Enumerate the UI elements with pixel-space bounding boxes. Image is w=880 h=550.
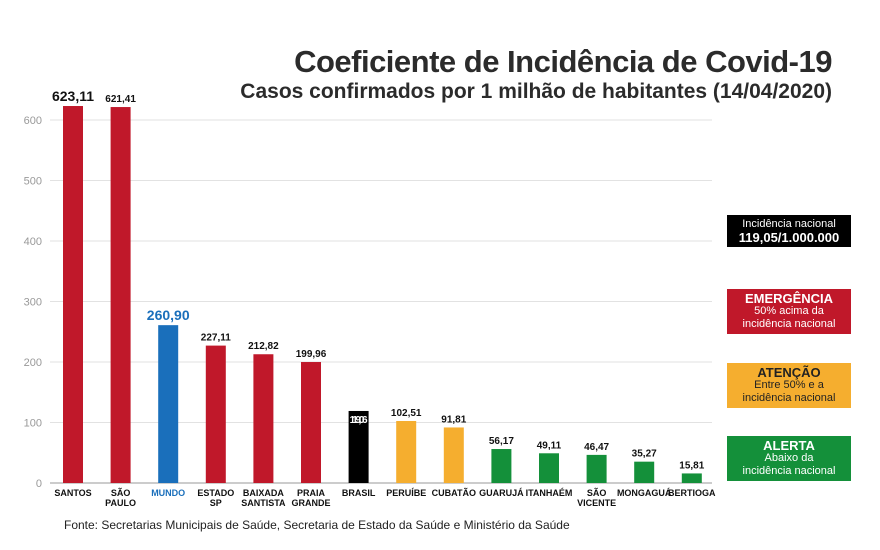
bar [681,473,702,483]
chart-subtitle: Casos confirmados por 1 milhão de habita… [240,80,832,103]
legend-attention: ATENÇÃO Entre 50% e a incidência naciona… [727,363,851,408]
bar [348,410,369,483]
x-tick-label: VICENTE [577,498,616,508]
y-tick-label: 500 [24,176,42,188]
bar [396,420,417,483]
bar [253,354,274,483]
x-tick-label: CUBATÃO [432,488,476,498]
chart-title: Coeficiente de Incidência de Covid-19 [294,44,832,79]
legend-alert-line1: Abaixo da [764,452,814,464]
y-tick-label: 0 [36,478,42,490]
data-label: 621,41 [105,94,136,105]
data-label: 260,90 [147,307,190,323]
y-tick-label: 300 [24,297,42,309]
x-tick-label: BERTIOGA [668,488,716,498]
x-tick-label: GUARUJÁ [479,488,524,498]
data-label: 49,11 [537,440,562,451]
bar [586,454,607,483]
x-tick-label: SANTISTA [241,498,286,508]
y-tick-label: 600 [24,115,42,127]
x-tick-label: PERUÍBE [386,488,426,498]
x-tick-label: PRAIA [297,488,326,498]
x-tick-label: BAIXADA [243,488,285,498]
bar [443,427,464,483]
bar [539,453,559,483]
data-label: 623,11 [52,88,94,104]
legend-attention-line1: Entre 50% e a [754,379,824,391]
bar [205,345,226,483]
bar [491,449,512,483]
y-tick-label: 400 [24,236,42,248]
legend-alert-title: ALERTA [763,438,815,453]
data-label: 56,17 [489,436,514,447]
data-label: 91,81 [441,414,466,425]
y-tick-label: 200 [24,357,42,369]
legend-national: Incidência nacional 119,05/1.000.000 [727,215,851,247]
x-tick-label: SANTOS [54,488,91,498]
legend-alert-line2: incidência nacional [742,465,836,477]
x-tick-label: BRASIL [342,488,376,498]
x-tick-label: MUNDO [151,488,185,498]
legend-emergency-line1: 50% acima da [754,305,824,317]
legend-emergency: EMERGÊNCIA 50% acima da incidência nacio… [727,289,851,334]
data-label: 46,47 [584,442,609,453]
x-tick-label: ITANHAÉM [526,488,573,498]
data-label: 199,96 [296,349,327,360]
y-tick-label: 100 [24,418,42,430]
legend-emergency-title: EMERGÊNCIA [744,291,834,306]
data-label: 212,82 [248,341,279,352]
x-tick-label: GRANDE [291,498,330,508]
data-label: 119,06 [350,415,368,426]
legend-emergency-line2: incidência nacional [742,318,836,330]
x-tick-label: SÃO [111,488,131,498]
x-tick-label: SP [210,498,222,508]
bar [63,106,83,484]
legend-attention-line2: incidência nacional [742,392,836,404]
legend-alert: ALERTA Abaixo da incidência nacional [727,436,851,481]
bar [301,362,321,483]
bar [634,461,655,483]
legend-attention-title: ATENÇÃO [757,365,821,380]
data-label: 227,11 [201,333,231,344]
legend-national-label: Incidência nacional [742,218,836,230]
data-label: 15,81 [679,460,704,471]
bar [110,107,131,484]
source-note: Fonte: Secretarias Municipais de Saúde, … [64,518,570,532]
legend-national-value: 119,05/1.000.000 [738,230,840,245]
x-tick-label: ESTADO [197,488,234,498]
data-label: 35,27 [632,449,657,460]
data-label: 102,51 [391,408,422,419]
bar [158,325,179,483]
x-tick-label: PAULO [105,498,136,508]
x-tick-label: MONGAGUÁ [617,488,672,498]
x-tick-label: SÃO [587,488,607,498]
